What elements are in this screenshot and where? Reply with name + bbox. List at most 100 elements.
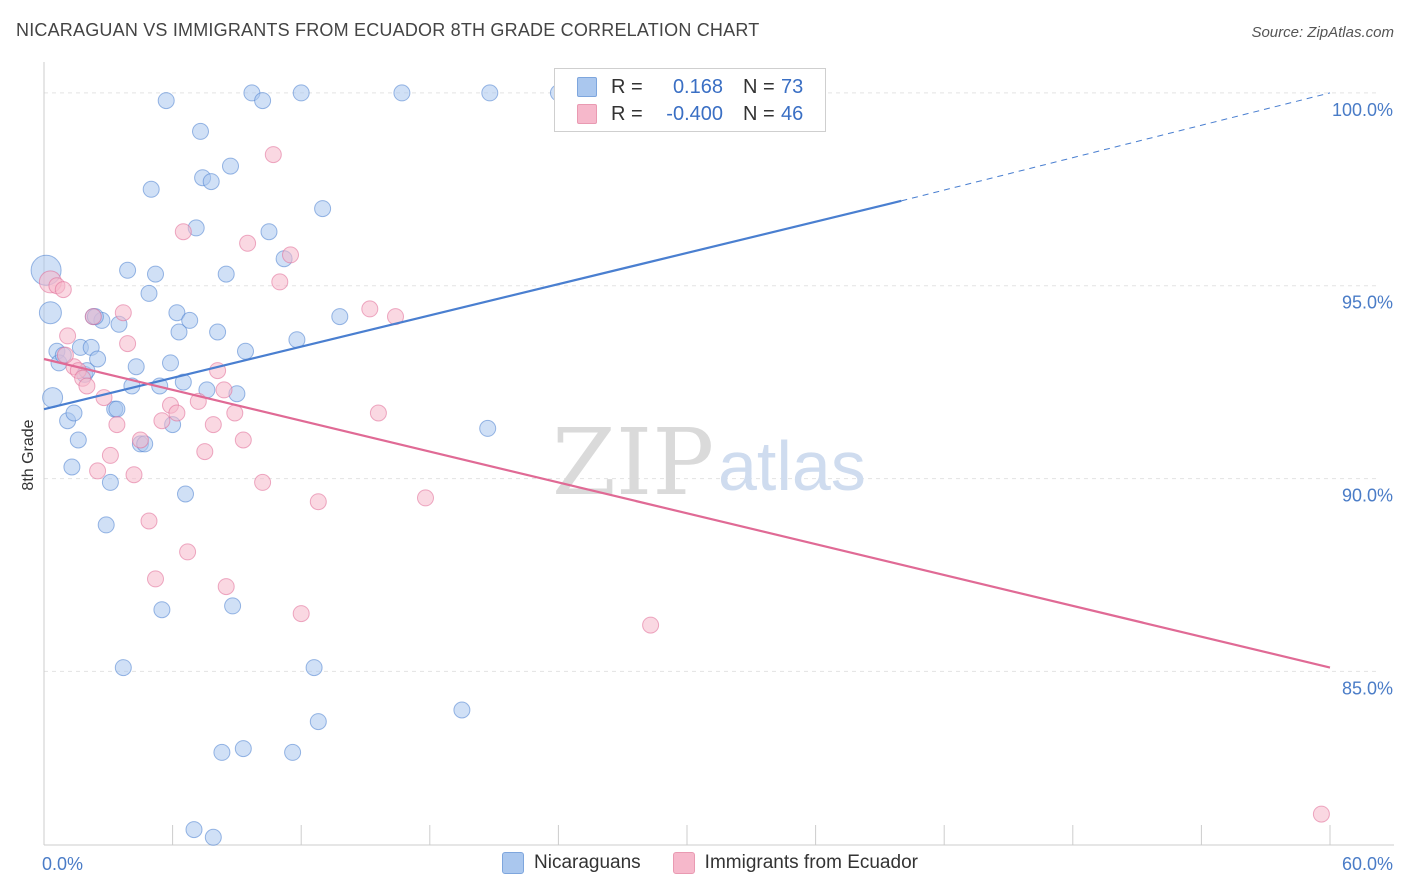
nicaraguan-point [153, 601, 171, 619]
nicaraguan-point [157, 92, 175, 110]
nicaraguan-point [217, 265, 235, 283]
ecuador-point [174, 223, 192, 241]
nicaraguan-point [142, 180, 160, 198]
nicaraguan-point [147, 265, 164, 283]
y-tick-label: 85.0% [1342, 678, 1393, 698]
ecuador-point [114, 304, 132, 322]
ecuador-point [56, 346, 74, 364]
ecuador-point [108, 416, 126, 434]
legend-swatch-blue [577, 77, 597, 97]
ecuador-point [217, 578, 235, 596]
ecuador-point [226, 404, 244, 422]
ecuador-point [140, 512, 158, 530]
nicaraguan-point [284, 743, 302, 761]
nicaraguan-point [181, 311, 199, 329]
ecuador-point [119, 335, 137, 353]
ecuador-point [101, 446, 119, 464]
nicaraguan-point [185, 821, 203, 839]
ecuador-point [59, 327, 77, 345]
y-tick-label: 100.0% [1332, 100, 1393, 120]
nicaraguan-point [177, 485, 194, 503]
r-value: 0.168 [672, 75, 723, 98]
legend-item-ecuador: Immigrants from Ecuador [672, 852, 918, 874]
ecuador-trend-line [43, 357, 1331, 669]
nicaraguan-point [63, 458, 81, 476]
ecuador-point [264, 146, 282, 164]
ecuador-point [1312, 805, 1330, 823]
nicaraguan-point [65, 404, 83, 422]
r-label: R = [611, 102, 643, 125]
nicaraguan-point [479, 419, 497, 437]
y-tick-label: 95.0% [1342, 293, 1393, 313]
ecuador-point [239, 234, 257, 252]
series-legend: Nicaraguans Immigrants from Ecuador [502, 852, 950, 874]
n-value: 46 [781, 102, 804, 125]
nicaraguan-point [162, 354, 179, 372]
legend-swatch-pink [672, 852, 695, 874]
r-label: R = [611, 75, 643, 98]
nicaraguan-point [305, 659, 323, 677]
nicaraguan-point [168, 304, 186, 322]
watermark-zip: ZIP [552, 409, 714, 516]
ecuador-point [196, 443, 214, 461]
ecuador-point [282, 246, 299, 264]
ecuador-point [254, 473, 272, 491]
ecuador-point [234, 431, 252, 449]
source-credit: Source: ZipAtlas.com [1251, 24, 1394, 41]
tick-labels: 85.0% 90.0% 95.0% 100.0% 0.0% 60.0% [42, 100, 1393, 874]
ecuador-point [147, 570, 164, 588]
nicaraguan-point [309, 713, 327, 731]
nicaraguan-point [209, 323, 227, 341]
ecuador-point [292, 605, 310, 623]
ecuador-point [417, 489, 434, 507]
nicaraguan-point [254, 92, 272, 110]
nicaraguan-point [89, 350, 107, 368]
nicaraguan-point [393, 84, 411, 102]
x-tick-label: 60.0% [1342, 854, 1393, 874]
nicaraguan-point [192, 122, 209, 140]
legend-row-ecuador: R = -0.400 N = 46 [577, 102, 803, 126]
nicaraguan-point [331, 308, 349, 326]
nicaraguan-point [97, 516, 115, 534]
axes [43, 62, 1394, 846]
nicaraguan-point [174, 373, 192, 391]
ecuador-point [215, 381, 233, 399]
ecuador-point [153, 412, 171, 430]
nicaraguan-point [140, 284, 158, 302]
nicaraguan-point [170, 323, 188, 341]
nicaraguan-point [222, 157, 239, 175]
nicaraguan-point [453, 701, 471, 719]
nicaraguan-point [101, 473, 119, 491]
nicaraguan-point [292, 84, 310, 102]
ecuador-point [125, 466, 143, 484]
n-label: N = [743, 102, 775, 125]
legend-label: Nicaraguans [534, 852, 641, 873]
legend-swatch-blue [502, 852, 524, 874]
ecuador-point [361, 300, 379, 318]
nicaraguan-point [202, 173, 220, 191]
ecuador-point [204, 416, 222, 434]
legend-label: Immigrants from Ecuador [704, 852, 918, 873]
ecuador-point [168, 404, 186, 422]
nicaraguan-point [481, 84, 499, 102]
n-label: N = [743, 75, 775, 98]
correlation-legend: R = 0.168 N = 73 R = -0.400 N = 46 [554, 68, 826, 132]
y-axis-label: 8th Grade [20, 419, 37, 490]
gridlines [44, 92, 1380, 672]
nicaraguan-point [260, 223, 278, 241]
nicaraguan-point [119, 261, 137, 279]
chart-title: NICARAGUAN VS IMMIGRANTS FROM ECUADOR 8T… [16, 20, 760, 40]
nicaraguan-trend-line [43, 199, 902, 411]
ecuador-point [95, 389, 113, 407]
x-tick-label: 0.0% [42, 854, 83, 874]
ecuador-point [89, 462, 107, 480]
ecuador-point [369, 404, 387, 422]
nicaraguan-point [114, 659, 132, 677]
watermark-atlas: atlas [718, 427, 866, 505]
nicaraguan-trend-extension [901, 92, 1331, 202]
legend-swatch-pink [577, 104, 597, 124]
nicaraguan-point [69, 431, 87, 449]
legend-item-nicaraguans: Nicaraguans [502, 852, 641, 874]
nicaraguan-point [314, 200, 332, 218]
